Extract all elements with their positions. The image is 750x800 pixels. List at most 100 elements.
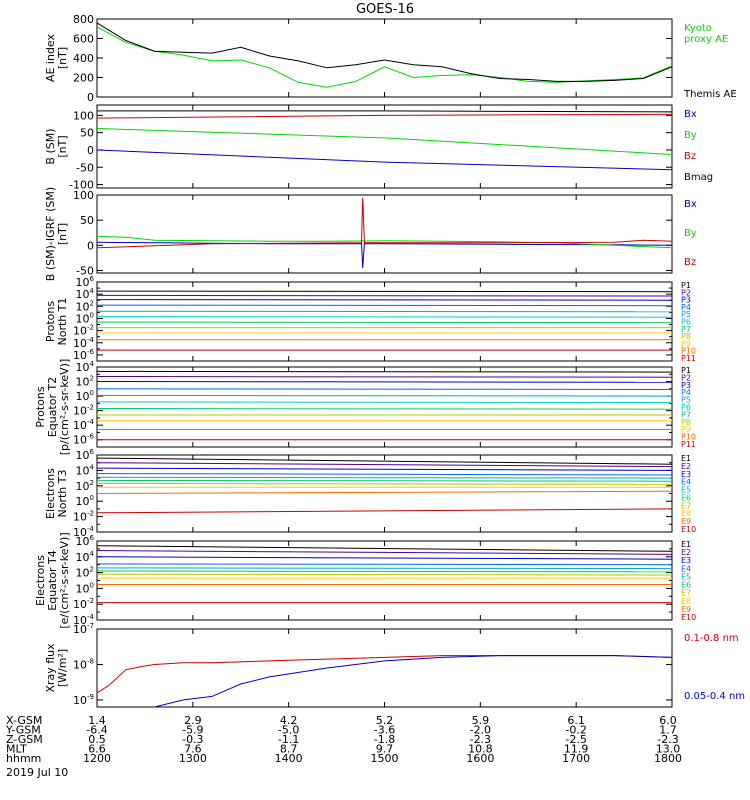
tick-base: 10 (73, 526, 87, 539)
ephemeris-value: 5.2 (376, 714, 394, 727)
series-line-p4 (96, 388, 673, 390)
ephemeris-value: 9.7 (376, 743, 394, 756)
y-tick-label: 10-6 (73, 433, 95, 447)
y-axis-label: [nT] (56, 223, 69, 245)
y-tick-label: 104 (76, 287, 95, 301)
legend-p9: P9 (681, 339, 691, 348)
legend-p10: P10 (681, 433, 696, 442)
legend-p2: P2 (681, 288, 691, 297)
tick-base: 10 (76, 300, 90, 313)
series-line-themis-ae (96, 22, 673, 82)
tick-exponent: 0 (90, 311, 94, 319)
panel-frame (96, 281, 673, 362)
legend-e1: E1 (681, 540, 691, 549)
ephemeris-value: 8.7 (280, 743, 298, 756)
ephemeris-value: 1200 (83, 752, 111, 765)
series-line-e5 (96, 567, 673, 570)
series-line-p2 (96, 294, 673, 297)
panel-frame (96, 366, 673, 448)
ephemeris-value: -0.2 (565, 724, 586, 737)
series-line-e3 (96, 467, 673, 471)
legend-e7: E7 (681, 501, 691, 510)
tick-base: 10 (76, 276, 90, 289)
legend-p11: P11 (681, 354, 696, 363)
ephemeris-value: 1800 (654, 752, 682, 765)
panel-bsm: -100 -50 0 50 100 B (SM) [nT] Bx By Bz Bmag (44, 104, 713, 192)
tick-base: 10 (73, 511, 87, 524)
legend-e3: E3 (681, 556, 691, 565)
legend-e5: E5 (681, 486, 691, 495)
legend-p1: P1 (681, 366, 691, 375)
legend-e8: E8 (681, 597, 691, 606)
tick-exponent: -4 (87, 336, 95, 344)
y-tick-label: 100 (73, 109, 94, 122)
ephemeris-value: 6.1 (567, 714, 585, 727)
series-line-bz (96, 197, 673, 249)
ephemeris-value: -1.8 (374, 733, 395, 746)
y-tick-label: 0 (87, 91, 94, 104)
y-tick-label: 104 (76, 463, 95, 477)
ephemeris-row-label: hhmm (6, 752, 41, 765)
tick-base: 10 (76, 361, 90, 374)
series-line-p3 (96, 299, 673, 301)
series-line-e1 (96, 545, 673, 552)
series-line-p5 (96, 310, 673, 313)
y-axis-label: [nT] (56, 135, 69, 157)
y-tick-label: 10-2 (73, 404, 94, 418)
tick-exponent: -7 (87, 622, 94, 630)
tick-exponent: -2 (87, 510, 94, 518)
y-tick-label: 0 (87, 144, 94, 157)
legend-bx: Bx (684, 199, 697, 210)
tick-base: 10 (76, 390, 90, 403)
legend-bx: Bx (684, 109, 697, 120)
series-line-e2 (96, 462, 673, 468)
tick-exponent: 4 (90, 550, 95, 558)
tick-exponent: -2 (87, 324, 94, 332)
ephemeris-value: 1.4 (88, 714, 106, 727)
y-tick-label: 10-4 (73, 336, 95, 350)
ephemeris-value: 5.9 (472, 714, 490, 727)
series-line-p1 (96, 290, 673, 293)
y-tick-label: -50 (76, 161, 94, 174)
ephemeris-value: 1500 (371, 752, 399, 765)
legend-0-05-0-4-nm: 0.05-0.4 nm (684, 691, 745, 702)
y-axis-label: Equator T4 (46, 550, 59, 610)
series-line-p2 (96, 376, 673, 378)
legend-p4: P4 (681, 303, 691, 312)
panel-bigrf: -50 0 50 100 B (SM)-IGRF (SM) [nT] Bx By Bz (44, 187, 697, 281)
tick-base: 10 (76, 288, 90, 301)
ephemeris-value: -0.3 (182, 733, 203, 746)
y-tick-label: 400 (73, 52, 94, 65)
ephemeris-value: 1600 (466, 752, 494, 765)
legend-e2: E2 (681, 548, 691, 557)
y-tick-label: 100 (76, 494, 94, 508)
series-line-e9 (96, 490, 673, 494)
y-tick-label: -50 (76, 264, 94, 277)
legend-e1: E1 (681, 454, 691, 463)
tick-exponent: 0 (90, 494, 94, 502)
y-tick-label: 800 (73, 13, 94, 26)
y-tick-label: 102 (76, 479, 94, 493)
series-line-e6 (96, 570, 673, 573)
y-tick-label: -100 (69, 179, 94, 192)
tick-exponent: 2 (90, 479, 94, 487)
ephemeris-value: -5.9 (182, 724, 203, 737)
y-axis-label: AE index (44, 33, 57, 82)
ephemeris-value: 1400 (275, 752, 303, 765)
y-axis-label: B (SM) (44, 128, 57, 164)
tick-base: 10 (76, 495, 90, 508)
tick-exponent: -2 (87, 404, 94, 412)
legend-p3: P3 (681, 296, 691, 305)
tick-base: 10 (73, 614, 87, 627)
y-tick-label: 10-2 (73, 324, 94, 338)
panel-frame (96, 628, 673, 708)
y-tick-label: 10-2 (73, 597, 94, 611)
legend-e10: E10 (681, 525, 696, 534)
